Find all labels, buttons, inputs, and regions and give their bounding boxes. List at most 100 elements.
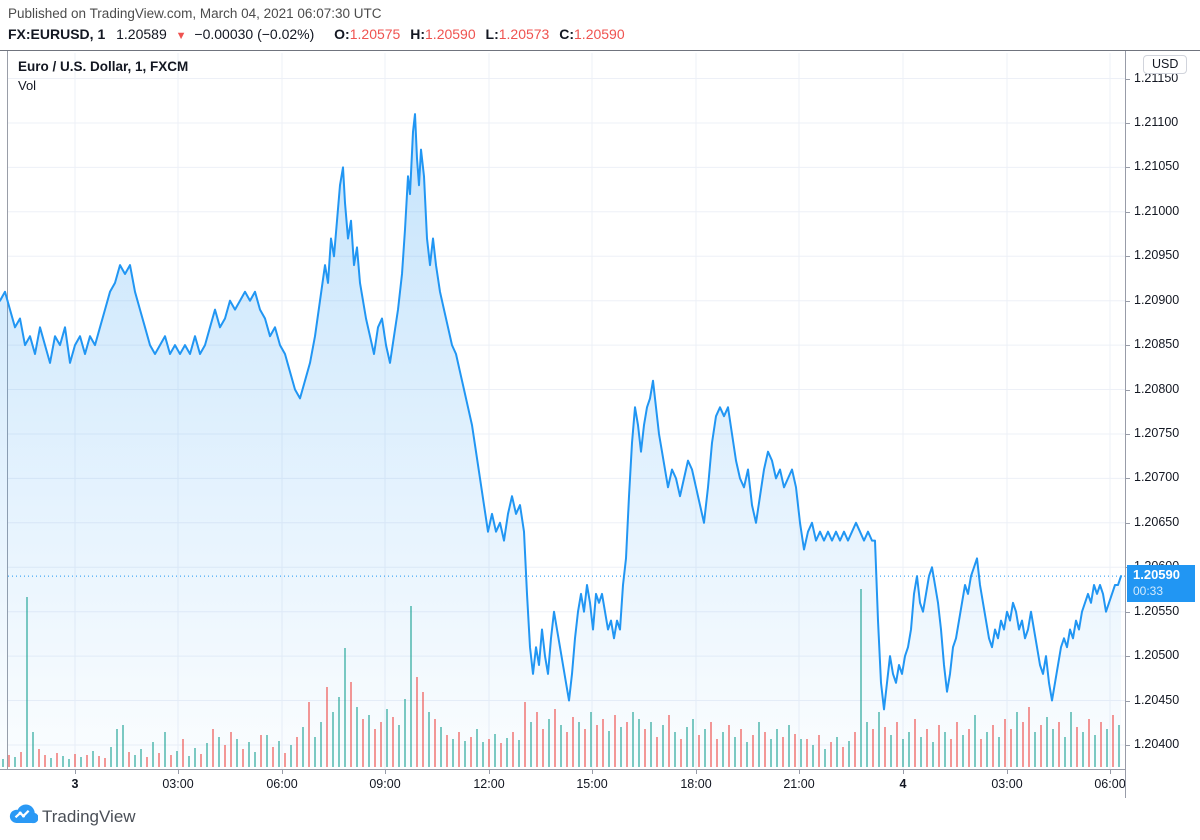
volume-bar (1004, 719, 1006, 767)
time-tick-mark (799, 770, 800, 774)
volume-bar (1034, 732, 1036, 767)
volume-bar (668, 715, 670, 767)
tradingview-attribution[interactable]: TradingView (8, 804, 136, 830)
volume-bar (1040, 725, 1042, 767)
volume-bar (1064, 737, 1066, 767)
volume-bar (650, 722, 652, 767)
price-axis-label: 1.21050 (1134, 159, 1180, 174)
volume-bar (656, 737, 658, 767)
time-tick-mark (592, 770, 593, 774)
volume-bar (638, 719, 640, 767)
volume-bar (998, 737, 1000, 767)
volume-bar (200, 754, 202, 767)
price-chart-plot (0, 53, 1125, 769)
volume-bar (986, 732, 988, 767)
price-axis-label: 1.21150 (1134, 70, 1179, 85)
volume-bar (710, 722, 712, 767)
volume-bar (1082, 732, 1084, 767)
chart-legend-volume: Vol (18, 78, 37, 93)
volume-bar (242, 749, 244, 767)
volume-bar (338, 697, 340, 767)
volume-bar (716, 739, 718, 767)
volume-bar (1094, 735, 1096, 767)
volume-bar (350, 682, 352, 767)
price-tick-mark (1126, 345, 1130, 347)
price-axis[interactable]: 1.204001.204501.205001.205501.206001.206… (1125, 51, 1200, 798)
volume-bar (368, 715, 370, 767)
volume-bar (818, 735, 820, 767)
volume-bar (980, 739, 982, 767)
volume-bar (1022, 722, 1024, 767)
volume-bar (944, 732, 946, 767)
volume-bar (500, 743, 502, 767)
volume-bar (110, 747, 112, 767)
price-tick-mark (1126, 744, 1130, 746)
volume-bar (680, 739, 682, 767)
volume-bar (584, 729, 586, 767)
volume-bar (122, 725, 124, 767)
volume-bar (26, 597, 28, 767)
volume-bar (2, 759, 4, 767)
volume-bar (962, 735, 964, 767)
volume-bar (914, 719, 916, 767)
down-triangle-icon: ▼ (175, 30, 187, 42)
time-tick-mark (903, 770, 904, 774)
chart-legend: Euro / U.S. Dollar, 1, FXCM Vol (18, 59, 188, 93)
volume-bar (14, 757, 16, 767)
volume-bar (470, 737, 472, 767)
volume-bar (1052, 729, 1054, 767)
currency-toggle-button[interactable]: USD (1143, 55, 1188, 74)
volume-bar (374, 729, 376, 767)
volume-bar (608, 731, 610, 767)
time-axis-label: 06:00 (266, 777, 298, 791)
volume-bar (266, 735, 268, 767)
price-tick-mark (1126, 167, 1130, 169)
high-label: H: (410, 26, 426, 42)
price-axis-label: 1.20900 (1134, 292, 1180, 307)
volume-bar (332, 712, 334, 767)
time-tick-mark (489, 770, 490, 774)
volume-bar (536, 712, 538, 767)
volume-bar (590, 712, 592, 767)
volume-bar (212, 729, 214, 767)
time-tick-mark (385, 770, 386, 774)
volume-bar (392, 717, 394, 767)
open-value: 1.20575 (349, 26, 401, 42)
volume-bar (398, 725, 400, 767)
volume-bar (1058, 722, 1060, 767)
volume-bar (956, 722, 958, 767)
volume-bar (218, 737, 220, 767)
volume-bar (176, 751, 178, 767)
time-tick-mark (696, 770, 697, 774)
volume-bar (260, 735, 262, 767)
price-tick-mark (1126, 611, 1130, 613)
volume-bar (578, 722, 580, 767)
low-label: L: (485, 26, 499, 42)
volume-bar (428, 712, 430, 767)
volume-bar (224, 745, 226, 767)
volume-bar (698, 735, 700, 767)
low-value: 1.20573 (498, 26, 550, 42)
volume-bar (872, 729, 874, 767)
volume-bar (404, 699, 406, 767)
time-axis[interactable]: 3 03:00 06:00 09:00 12:00 15:00 18:00 21:00 4 03:… (0, 769, 1125, 798)
volume-bar (968, 729, 970, 767)
tradingview-logo-icon (8, 804, 39, 830)
price-axis-label: 1.21000 (1134, 203, 1180, 218)
price-axis-label: 1.20800 (1134, 381, 1180, 396)
volume-bar (206, 743, 208, 767)
volume-bar (812, 745, 814, 767)
volume-bar (464, 741, 466, 767)
volume-bar (158, 753, 160, 767)
volume-bar (302, 727, 304, 767)
volume-bar (188, 756, 190, 767)
volume-bar (434, 719, 436, 767)
area-fill (0, 114, 1121, 768)
symbol-name: FX:EURUSD, 1 (8, 26, 106, 42)
volume-bar (1100, 722, 1102, 767)
volume-bar (386, 709, 388, 767)
volume-bar (506, 738, 508, 767)
volume-bar (62, 756, 64, 767)
price-axis-label: 1.20850 (1134, 337, 1180, 352)
volume-bar (830, 742, 832, 767)
